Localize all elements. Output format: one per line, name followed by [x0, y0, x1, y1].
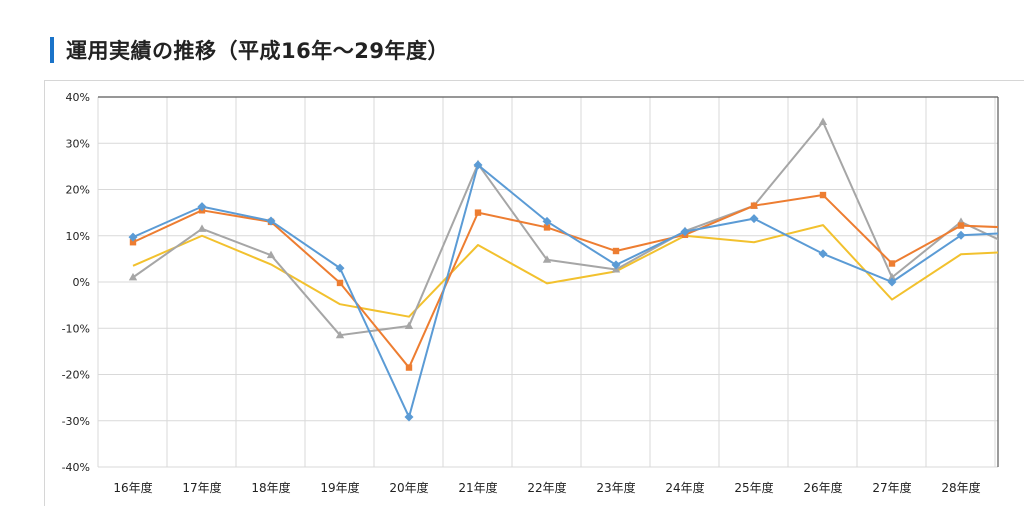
heading-accent-bar — [50, 37, 54, 63]
data-point — [335, 263, 345, 273]
y-tick-label: 40% — [66, 91, 90, 104]
y-tick-label: 30% — [66, 137, 90, 150]
y-tick-label: 0% — [73, 276, 90, 289]
x-tick-label: 18年度 — [251, 480, 290, 495]
data-point — [542, 216, 552, 226]
series-line — [132, 224, 998, 318]
data-point — [819, 191, 827, 199]
data-point — [129, 239, 137, 246]
data-point — [543, 224, 551, 231]
x-tick-label: 17年度 — [182, 480, 221, 495]
data-point — [818, 117, 828, 125]
data-point — [405, 364, 413, 371]
data-point — [474, 209, 482, 216]
y-tick-label: -40% — [62, 461, 90, 474]
data-point — [957, 222, 965, 229]
x-tick-label: 28年度 — [941, 480, 980, 495]
data-point — [887, 272, 897, 281]
data-point — [818, 249, 828, 259]
series-1 — [132, 224, 998, 318]
data-point — [680, 227, 690, 237]
page-title: 運用実績の推移（平成16年～29年度） — [66, 39, 449, 63]
data-point — [336, 279, 344, 287]
data-point — [887, 277, 897, 287]
data-point — [266, 250, 276, 259]
data-point — [888, 260, 896, 267]
line-chart: 40% 30% 20% 10% 0% -10% -20% -30% -40% 16年度 17年度 18… — [62, 91, 999, 495]
data-point — [128, 272, 138, 281]
data-point — [542, 255, 552, 263]
y-tick-label: 10% — [66, 230, 90, 243]
x-tick-label: 22年度 — [527, 480, 566, 495]
x-tick-label: 21年度 — [458, 480, 497, 495]
x-tick-label: 27年度 — [872, 480, 911, 495]
section-heading: 運用実績の推移（平成16年～29年度） — [50, 36, 449, 64]
x-tick-label: 24年度 — [665, 480, 704, 495]
data-point — [749, 214, 759, 224]
x-tick-label: 23年度 — [596, 480, 635, 495]
x-tick-label: 16年度 — [113, 480, 152, 495]
data-point — [128, 232, 138, 242]
y-tick-label: 20% — [66, 184, 90, 197]
x-tick-label: 25年度 — [734, 480, 773, 495]
data-point — [266, 216, 276, 226]
data-point — [335, 330, 345, 339]
data-point — [612, 247, 620, 255]
series-line — [132, 194, 998, 369]
data-point — [956, 230, 966, 240]
data-point — [404, 321, 414, 329]
data-point — [197, 202, 207, 212]
data-point — [750, 202, 758, 209]
data-point — [404, 412, 414, 422]
series-2 — [128, 117, 998, 339]
data-point — [197, 224, 207, 232]
series-line — [132, 163, 998, 419]
y-tick-label: -20% — [62, 369, 90, 382]
data-point — [611, 260, 621, 270]
y-tick-label: -10% — [62, 322, 90, 335]
x-tick-label: 20年度 — [389, 480, 428, 495]
series-line — [132, 120, 998, 337]
series-4 — [128, 160, 998, 422]
chart-container: 40% 30% 20% 10% 0% -10% -20% -30% -40% 16年度 17年度 18… — [44, 80, 1024, 506]
x-tick-label: 26年度 — [803, 480, 842, 495]
y-tick-label: -30% — [62, 415, 90, 428]
x-tick-label: 19年度 — [320, 480, 359, 495]
data-point — [473, 160, 483, 170]
